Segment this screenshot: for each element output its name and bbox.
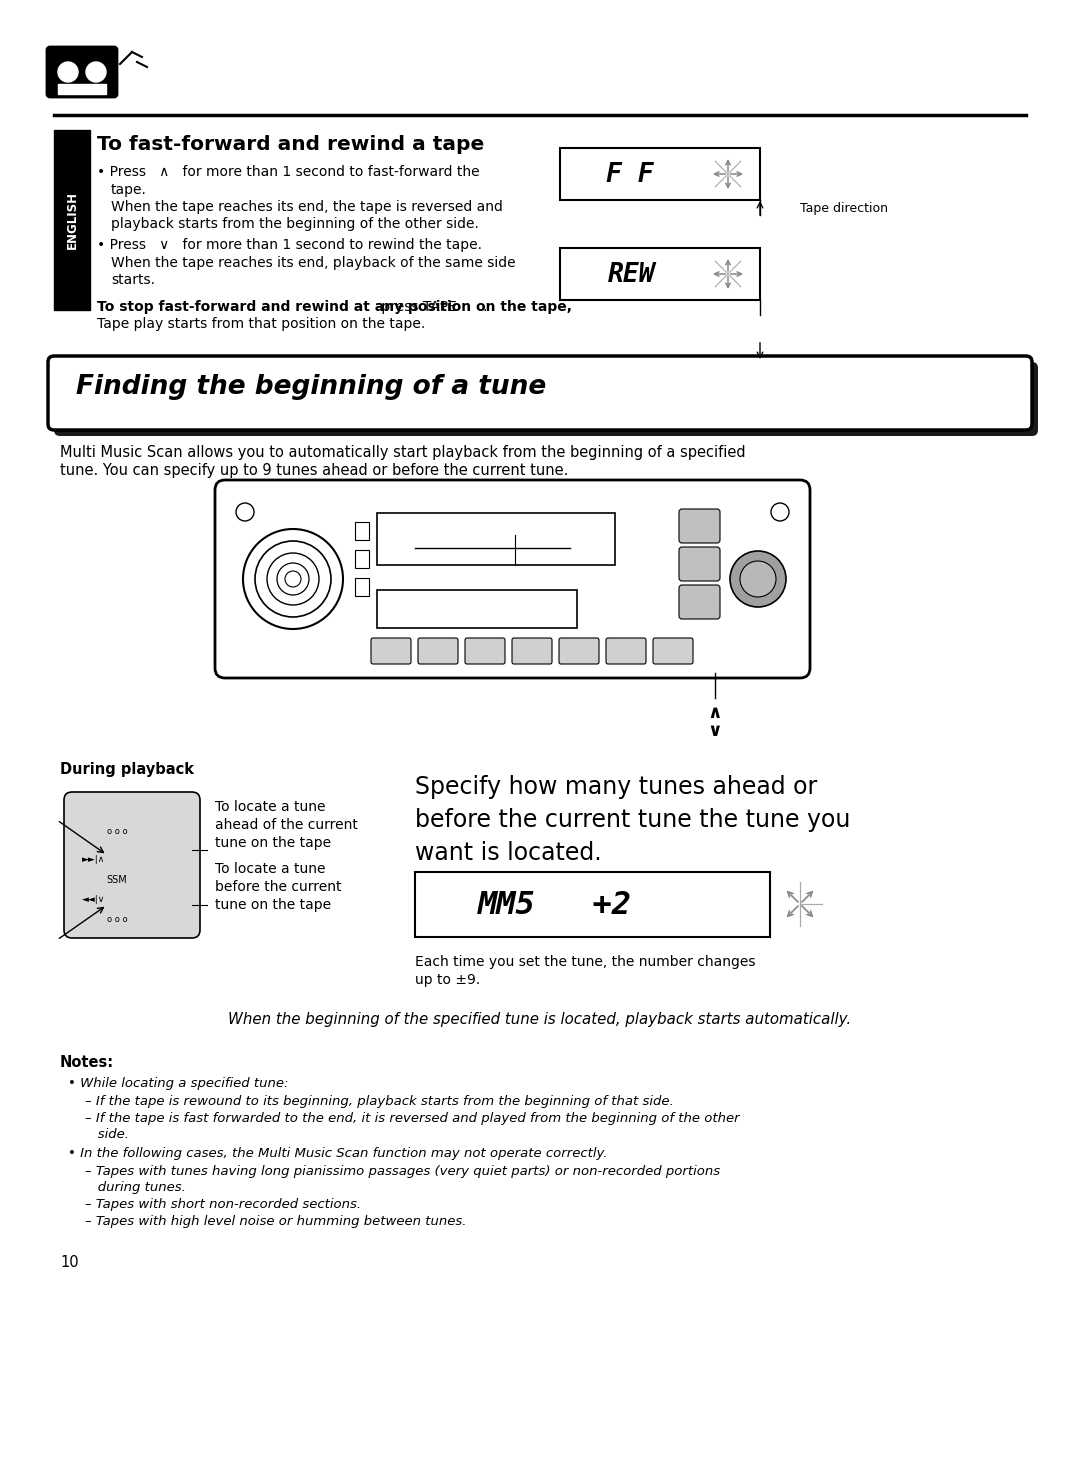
Text: Finding the beginning of a tune: Finding the beginning of a tune (76, 373, 546, 400)
Text: Each time you set the tune, the number changes: Each time you set the tune, the number c… (415, 955, 756, 969)
Text: want is located.: want is located. (415, 840, 602, 865)
Text: • Press   ∧   for more than 1 second to fast-forward the: • Press ∧ for more than 1 second to fast… (97, 165, 480, 179)
Text: REW: REW (608, 262, 656, 288)
FancyBboxPatch shape (48, 356, 1032, 430)
Text: o o o: o o o (107, 915, 127, 924)
Text: 10: 10 (60, 1255, 79, 1269)
Text: – If the tape is rewound to its beginning, playback starts from the beginning of: – If the tape is rewound to its beginnin… (85, 1095, 674, 1108)
FancyBboxPatch shape (215, 480, 810, 678)
Text: • Press   ∨   for more than 1 second to rewind the tape.: • Press ∨ for more than 1 second to rewi… (97, 239, 482, 252)
Text: SSM: SSM (107, 875, 127, 886)
Text: To locate a tune: To locate a tune (215, 799, 325, 814)
Bar (54, 130, 90, 310)
Text: side.: side. (85, 1127, 129, 1140)
Text: Tape direction: Tape direction (800, 202, 888, 215)
FancyBboxPatch shape (559, 638, 599, 665)
Text: up to ±9.: up to ±9. (415, 974, 481, 987)
Text: When the tape reaches its end, the tape is reversed and: When the tape reaches its end, the tape … (111, 201, 503, 214)
Text: o o o: o o o (107, 827, 127, 836)
FancyBboxPatch shape (653, 638, 693, 665)
FancyBboxPatch shape (465, 638, 505, 665)
FancyBboxPatch shape (372, 638, 411, 665)
Text: MM5   +2: MM5 +2 (478, 890, 632, 921)
Text: ahead of the current: ahead of the current (215, 818, 357, 832)
Text: – Tapes with tunes having long pianissimo passages (very quiet parts) or non-rec: – Tapes with tunes having long pianissim… (85, 1165, 720, 1179)
FancyBboxPatch shape (64, 792, 200, 938)
Text: ►►|∧: ►►|∧ (82, 855, 106, 865)
Text: ENGLISH: ENGLISH (66, 190, 79, 249)
Text: ∨: ∨ (707, 722, 723, 739)
Circle shape (237, 504, 254, 521)
FancyBboxPatch shape (606, 638, 646, 665)
Text: When the beginning of the specified tune is located, playback starts automatical: When the beginning of the specified tune… (229, 1012, 851, 1028)
Text: F F: F F (606, 163, 653, 187)
Text: tune. You can specify up to 9 tunes ahead or before the current tune.: tune. You can specify up to 9 tunes ahea… (60, 463, 568, 479)
Text: ◄◄|∨: ◄◄|∨ (82, 896, 106, 905)
Text: tune on the tape: tune on the tape (215, 897, 332, 912)
Circle shape (771, 504, 789, 521)
FancyBboxPatch shape (679, 509, 720, 543)
Bar (355, 523, 369, 540)
Bar (561, 247, 760, 300)
Text: before the current: before the current (215, 880, 341, 895)
FancyBboxPatch shape (679, 548, 720, 581)
Text: When the tape reaches its end, playback of the same side: When the tape reaches its end, playback … (111, 256, 515, 269)
Text: During playback: During playback (60, 761, 194, 777)
Text: – Tapes with short non-recorded sections.: – Tapes with short non-recorded sections… (85, 1198, 361, 1211)
Text: – If the tape is fast forwarded to the end, it is reversed and played from the b: – If the tape is fast forwarded to the e… (85, 1113, 740, 1124)
Circle shape (730, 550, 786, 608)
Text: To fast-forward and rewind a tape: To fast-forward and rewind a tape (97, 135, 484, 154)
FancyBboxPatch shape (48, 47, 117, 97)
Text: To locate a tune: To locate a tune (215, 862, 325, 875)
Text: before the current tune the tune you: before the current tune the tune you (415, 808, 850, 832)
Bar (355, 578, 369, 596)
Circle shape (58, 61, 78, 82)
Text: tape.: tape. (111, 183, 147, 198)
Text: Notes:: Notes: (60, 1056, 114, 1070)
FancyBboxPatch shape (512, 638, 552, 665)
Circle shape (86, 61, 106, 82)
Bar (377, 590, 577, 628)
Text: • While locating a specified tune:: • While locating a specified tune: (68, 1078, 288, 1091)
Text: – Tapes with high level noise or humming between tunes.: – Tapes with high level noise or humming… (85, 1215, 467, 1228)
Text: starts.: starts. (111, 272, 156, 287)
FancyBboxPatch shape (418, 638, 458, 665)
Text: Specify how many tunes ahead or: Specify how many tunes ahead or (415, 774, 818, 799)
Bar (355, 550, 369, 568)
Bar (561, 148, 760, 201)
Text: Tape play starts from that position on the tape.: Tape play starts from that position on t… (97, 318, 426, 331)
FancyBboxPatch shape (54, 362, 1038, 436)
FancyBboxPatch shape (679, 586, 720, 619)
Bar (415, 873, 770, 937)
Text: during tunes.: during tunes. (85, 1181, 186, 1195)
Text: To stop fast-forward and rewind at any position on the tape,: To stop fast-forward and rewind at any p… (97, 300, 572, 313)
Bar (377, 512, 615, 565)
Text: ∧: ∧ (707, 704, 723, 722)
Text: Multi Music Scan allows you to automatically start playback from the beginning o: Multi Music Scan allows you to automatic… (60, 445, 745, 460)
Circle shape (740, 561, 777, 597)
Text: press TAPE      .: press TAPE . (97, 300, 487, 313)
Text: playback starts from the beginning of the other side.: playback starts from the beginning of th… (111, 217, 478, 231)
Bar (58, 83, 106, 94)
Text: • In the following cases, the Multi Music Scan function may not operate correctl: • In the following cases, the Multi Musi… (68, 1146, 608, 1159)
Text: tune on the tape: tune on the tape (215, 836, 332, 851)
